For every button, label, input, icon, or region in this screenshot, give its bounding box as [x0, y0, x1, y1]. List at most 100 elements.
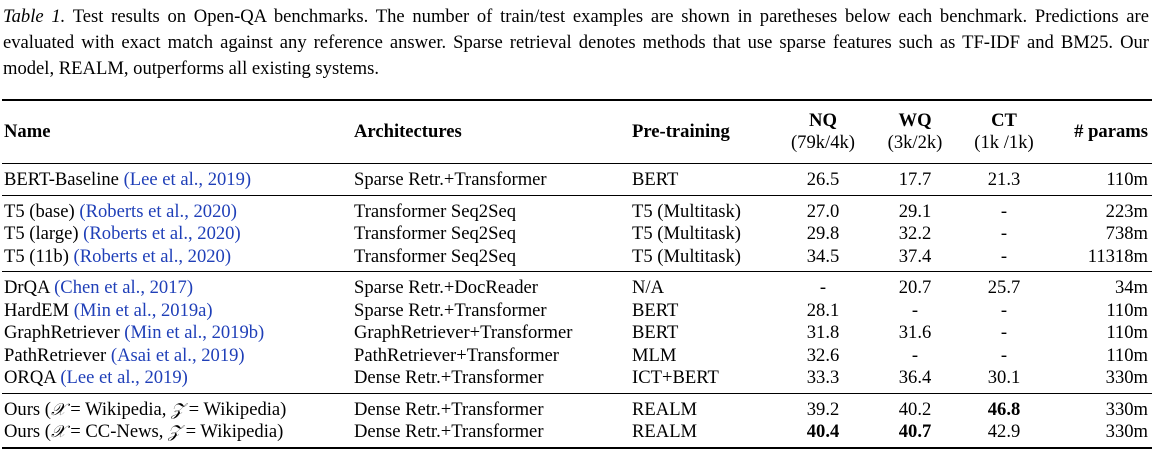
row-wq: 29.1 [898, 200, 932, 222]
citation-link[interactable]: (Roberts et al., 2020) [73, 245, 232, 267]
row-wq: 37.4 [898, 245, 932, 267]
row-params: 738m [1105, 223, 1148, 245]
row-params: 34m [1114, 277, 1148, 299]
row-name: T5 (11b) (Roberts et al., 2020) [2, 246, 354, 272]
row-params: 330m [1105, 421, 1148, 443]
group-ours: Ours (𝒳 = Wikipedia, 𝒵 = Wikipedia) Dens… [2, 393, 1152, 448]
model-name: DrQA [4, 277, 50, 299]
header-architectures: Architectures [354, 121, 462, 142]
row-nq: 26.5 [806, 169, 840, 191]
header-nq: NQ (79k/4k) [772, 100, 874, 164]
row-wq: 31.6 [898, 322, 932, 344]
header-nq-label: NQ [809, 110, 837, 131]
row-wq: 32.2 [898, 223, 932, 245]
name-x-value: = CC-News, [65, 421, 169, 443]
row-pretraining: ICT+BERT [632, 367, 719, 389]
header-pretraining: Pre-training [632, 121, 730, 142]
row-arch: Transformer Seq2Seq [354, 245, 516, 267]
row-arch: Transformer Seq2Seq [354, 223, 516, 245]
citation-link[interactable]: (Roberts et al., 2020) [79, 200, 237, 222]
citation-link[interactable]: (Asai et al., 2019) [110, 344, 245, 366]
row-nq: 34.5 [806, 245, 840, 267]
row-arch: GraphRetriever+Transformer [354, 322, 573, 344]
row-wq: 20.7 [898, 277, 932, 299]
citation-link[interactable]: (Chen et al., 2017) [54, 277, 194, 299]
caption-text: Test results on Open-QA benchmarks. The … [3, 6, 1149, 79]
row-pretraining: REALM [632, 421, 698, 443]
row-name: BERT-Baseline (Lee et al., 2019) [2, 164, 354, 196]
row-ct: 21.3 [987, 169, 1021, 191]
row-name: PathRetriever (Asai et al., 2019) [2, 345, 354, 368]
row-nq: 39.2 [806, 398, 840, 420]
results-table: Name Architectures Pre-training NQ (79k/4… [2, 99, 1152, 449]
row-pretraining: MLM [632, 344, 677, 366]
row-name: HardEM (Min et al., 2019a) [2, 300, 354, 323]
name-prefix: Ours ( [4, 421, 51, 443]
table-row: ORQA (Lee et al., 2019) Dense Retr.+Tran… [2, 367, 1152, 393]
header-name: Name [4, 121, 51, 142]
name-z-value: = Wikipedia) [180, 421, 284, 443]
row-name: Ours (𝒳 = Wikipedia, 𝒵 = Wikipedia) [2, 393, 354, 421]
row-ct: - [1000, 299, 1008, 321]
math-x-symbol: 𝒳 [51, 422, 66, 443]
row-ct: 30.1 [987, 367, 1021, 389]
row-params: 110m [1106, 344, 1148, 366]
model-name: T5 (11b) [4, 245, 69, 267]
row-ct: - [1000, 344, 1008, 366]
row-name: T5 (large) (Roberts et al., 2020) [2, 223, 354, 246]
row-nq: 28.1 [806, 299, 840, 321]
row-arch: Dense Retr.+Transformer [354, 398, 544, 420]
math-z-symbol: 𝒵 [171, 399, 185, 420]
model-name: ORQA [4, 367, 56, 389]
row-wq: - [911, 344, 919, 366]
header-wq-label: WQ [898, 110, 932, 131]
model-name: GraphRetriever [4, 322, 120, 344]
group-retrieval: DrQA (Chen et al., 2017) Sparse Retr.+Do… [2, 271, 1152, 394]
row-wq: 17.7 [898, 169, 932, 191]
citation-link[interactable]: (Min et al., 2019b) [124, 322, 265, 344]
citation-link[interactable]: (Lee et al., 2019) [123, 169, 252, 191]
table-row: Ours (𝒳 = CC-News, 𝒵 = Wikipedia) Dense … [2, 421, 1152, 448]
header-row: Name Architectures Pre-training NQ (79k/4… [2, 100, 1152, 164]
row-name: Ours (𝒳 = CC-News, 𝒵 = Wikipedia) [2, 421, 354, 448]
name-prefix: Ours ( [4, 398, 51, 420]
table-row: DrQA (Chen et al., 2017) Sparse Retr.+Do… [2, 271, 1152, 300]
citation-link[interactable]: (Min et al., 2019a) [73, 299, 213, 321]
row-pretraining: N/A [632, 277, 665, 299]
name-x-value: = Wikipedia, [65, 398, 172, 420]
row-arch: Sparse Retr.+DocReader [354, 277, 538, 299]
row-nq: 27.0 [806, 200, 840, 222]
math-z-symbol: 𝒵 [168, 422, 181, 443]
row-params: 110m [1106, 322, 1148, 344]
row-arch: Sparse Retr.+Transformer [354, 169, 547, 191]
citation-link[interactable]: (Roberts et al., 2020) [83, 223, 241, 245]
table-caption: Table 1. Test results on Open-QA benchma… [3, 4, 1149, 82]
row-ct-best: 46.8 [987, 398, 1021, 420]
row-params: 223m [1105, 200, 1148, 222]
row-nq: 29.8 [806, 223, 840, 245]
model-name: HardEM [4, 299, 70, 321]
row-arch: Dense Retr.+Transformer [354, 367, 544, 389]
row-nq: 32.6 [806, 344, 840, 366]
table-row: T5 (base) (Roberts et al., 2020) Transfo… [2, 195, 1152, 223]
model-name: T5 (base) [4, 200, 75, 222]
row-params: 110m [1106, 299, 1148, 321]
row-wq-best: 40.7 [898, 421, 932, 443]
group-bert: BERT-Baseline (Lee et al., 2019) Sparse … [2, 163, 1152, 196]
row-name: DrQA (Chen et al., 2017) [2, 272, 354, 300]
citation-link[interactable]: (Lee et al., 2019) [60, 367, 188, 389]
row-pretraining: T5 (Multitask) [632, 245, 741, 267]
name-z-value: = Wikipedia) [184, 398, 287, 420]
row-ct: - [1000, 223, 1008, 245]
header-ct: CT (1k /1k) [956, 100, 1052, 164]
table-row: T5 (large) (Roberts et al., 2020) Transf… [2, 223, 1152, 246]
row-ct: 25.7 [987, 277, 1021, 299]
row-wq: 40.2 [898, 398, 932, 420]
row-name: T5 (base) (Roberts et al., 2020) [2, 195, 354, 223]
row-arch: PathRetriever+Transformer [354, 344, 559, 366]
header-wq: WQ (3k/2k) [874, 100, 956, 164]
table-row: T5 (11b) (Roberts et al., 2020) Transfor… [2, 246, 1152, 272]
row-name: ORQA (Lee et al., 2019) [2, 367, 354, 393]
math-x-symbol: 𝒳 [51, 399, 66, 420]
row-params: 110m [1106, 169, 1148, 191]
